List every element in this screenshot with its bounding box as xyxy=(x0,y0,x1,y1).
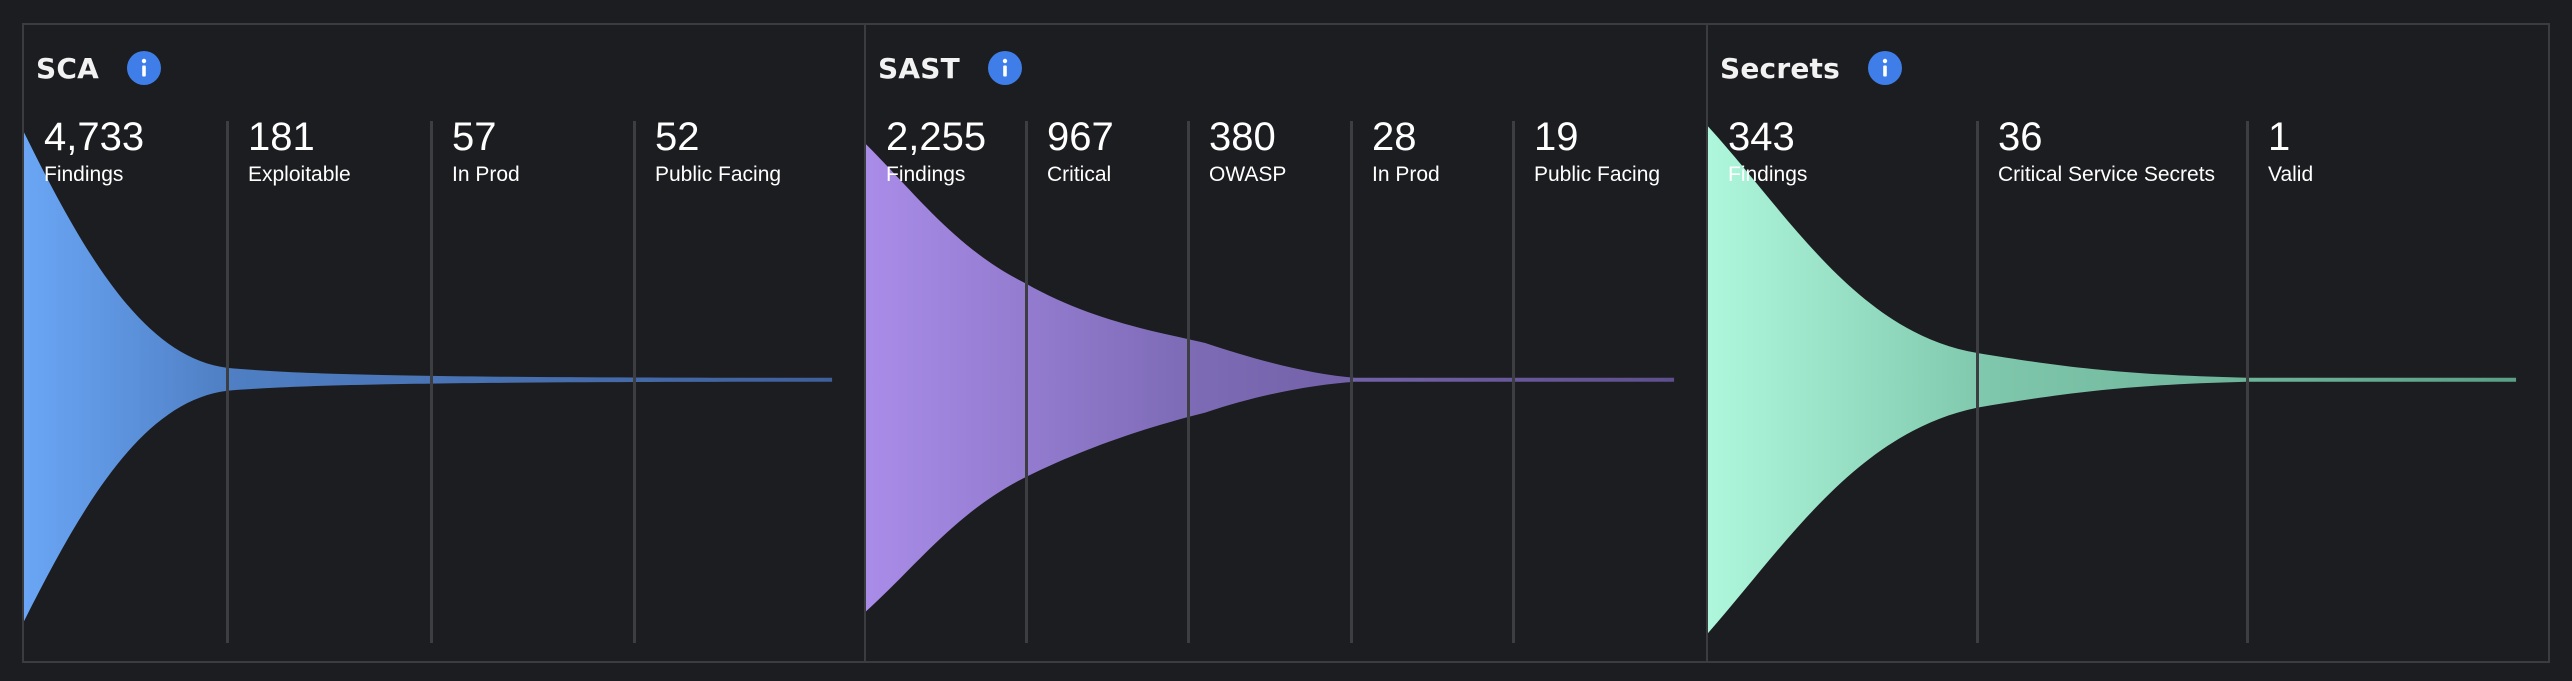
info-icon[interactable] xyxy=(127,51,161,85)
stage-divider xyxy=(633,121,636,643)
stage-divider xyxy=(1025,121,1028,643)
metric-label: Valid xyxy=(2268,163,2314,186)
stage-divider xyxy=(1512,121,1515,643)
metric-in-prod: 28 In Prod xyxy=(1372,115,1440,189)
metric-label: Public Facing xyxy=(655,163,782,186)
secrets-funnel-chart xyxy=(1708,126,2517,634)
metric-value: 36 xyxy=(1998,115,2043,159)
metric-value: 181 xyxy=(248,115,315,159)
metric-label: Exploitable xyxy=(248,163,351,186)
metric-label: Critical xyxy=(1047,163,1112,186)
metric-value: 4,733 xyxy=(44,115,145,159)
info-icon[interactable] xyxy=(1868,51,1903,85)
sca-funnel-shape xyxy=(24,132,833,622)
findings-funnel-container: SCA 4,733 Findings 181 Exploitable 57 In… xyxy=(22,23,2550,663)
stage-divider xyxy=(1187,121,1190,643)
metric-in-prod: 57 In Prod xyxy=(452,115,520,189)
stage-divider xyxy=(226,121,229,643)
sca-funnel-chart xyxy=(24,132,833,622)
metric-label: OWASP xyxy=(1209,163,1287,186)
panel-header: SCA xyxy=(36,45,161,91)
panel-title: SCA xyxy=(36,51,99,85)
metric-valid: 1 Valid xyxy=(2268,115,2313,189)
secrets-funnel-shape xyxy=(1708,126,2517,634)
sast-panel: SAST 2,255 Findings 967 Critical 380 OWA… xyxy=(864,25,1706,661)
metric-label: Public Facing xyxy=(1534,163,1661,186)
metric-public-facing: 52 Public Facing xyxy=(655,115,781,189)
metric-label: In Prod xyxy=(452,163,520,186)
metric-owasp: 380 OWASP xyxy=(1209,115,1286,189)
sast-funnel-shape xyxy=(866,144,1675,612)
sast-funnel-chart xyxy=(866,144,1675,612)
info-icon[interactable] xyxy=(987,51,1022,85)
metric-value: 1 xyxy=(2268,115,2291,159)
secrets-panel: Secrets 343 Findings 36 Critical Service… xyxy=(1706,25,2548,661)
metric-value: 343 xyxy=(1728,115,1795,159)
stage-divider xyxy=(2246,121,2249,643)
metric-label: Critical Service Secrets xyxy=(1998,163,2216,186)
panel-title: SAST xyxy=(878,51,960,85)
metric-value: 19 xyxy=(1534,115,1579,159)
metric-value: 967 xyxy=(1047,115,1114,159)
metric-findings: 343 Findings xyxy=(1728,115,1807,189)
panel-header: SAST xyxy=(878,45,1022,91)
metric-label: Findings xyxy=(886,163,966,186)
metric-value: 57 xyxy=(452,115,497,159)
metric-value: 28 xyxy=(1372,115,1417,159)
stage-divider xyxy=(1976,121,1979,643)
metric-critical-service-secrets: 36 Critical Service Secrets xyxy=(1998,115,2215,189)
metric-value: 380 xyxy=(1209,115,1276,159)
metric-value: 52 xyxy=(655,115,700,159)
metric-label: Findings xyxy=(44,163,124,186)
metric-findings: 4,733 Findings xyxy=(44,115,144,189)
metric-label: Findings xyxy=(1728,163,1808,186)
metric-value: 2,255 xyxy=(886,115,987,159)
panel-header: Secrets xyxy=(1720,45,1903,91)
metric-exploitable: 181 Exploitable xyxy=(248,115,351,189)
stage-divider xyxy=(430,121,433,643)
sca-panel: SCA 4,733 Findings 181 Exploitable 57 In… xyxy=(24,25,864,661)
stage-divider xyxy=(1350,121,1353,643)
metric-findings: 2,255 Findings xyxy=(886,115,986,189)
metric-label: In Prod xyxy=(1372,163,1440,186)
metric-critical: 967 Critical xyxy=(1047,115,1114,189)
metric-public-facing: 19 Public Facing xyxy=(1534,115,1660,189)
panel-title: Secrets xyxy=(1720,51,1841,85)
